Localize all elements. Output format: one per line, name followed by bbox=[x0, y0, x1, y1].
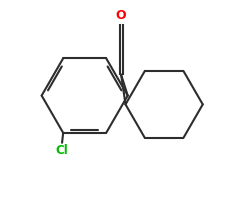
Text: Cl: Cl bbox=[56, 144, 68, 157]
Text: O: O bbox=[116, 9, 126, 22]
